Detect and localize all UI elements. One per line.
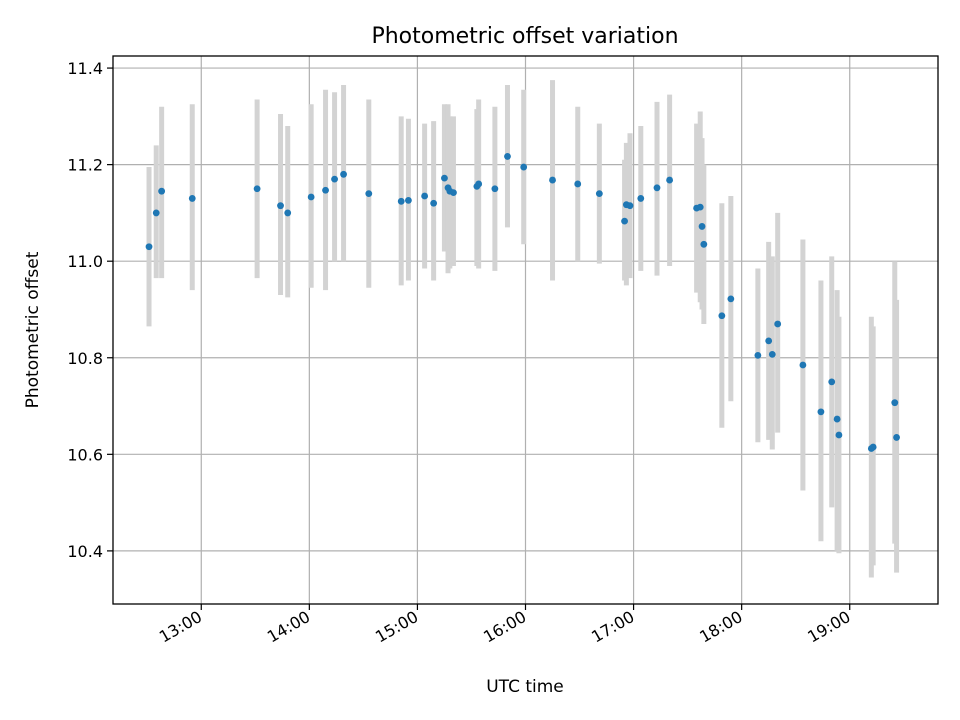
data-point <box>441 174 448 182</box>
data-point <box>637 195 645 202</box>
data-point <box>365 190 373 198</box>
data-point <box>421 192 429 200</box>
y-tick-label: 10.4 <box>67 542 103 561</box>
data-point <box>405 196 412 204</box>
data-point <box>621 217 628 225</box>
chart-title: Photometric offset variation <box>371 24 678 49</box>
data-point <box>549 176 556 184</box>
data-point <box>893 434 900 441</box>
data-point <box>700 240 708 248</box>
data-point <box>145 243 153 251</box>
data-point <box>696 203 704 211</box>
data-point <box>754 351 762 359</box>
data-point <box>397 197 405 205</box>
data-points <box>145 153 900 452</box>
data-point <box>595 190 603 198</box>
data-point <box>307 193 315 201</box>
y-tick-label: 10.6 <box>67 445 103 464</box>
data-point <box>774 320 782 328</box>
y-tick-label: 10.8 <box>67 349 103 368</box>
y-axis-label: Photometric offset <box>23 251 43 408</box>
data-point <box>626 202 634 210</box>
data-point <box>430 199 438 207</box>
data-point <box>504 153 511 160</box>
data-point <box>284 209 292 217</box>
data-point <box>828 378 836 386</box>
data-point <box>653 184 661 192</box>
x-axis-label: UTC time <box>486 677 564 697</box>
data-point <box>833 415 841 423</box>
data-point <box>340 170 347 178</box>
data-point <box>322 186 329 194</box>
data-point <box>869 443 877 451</box>
data-point <box>835 431 843 439</box>
data-point <box>158 187 166 195</box>
data-point <box>491 185 499 193</box>
data-point <box>718 312 726 320</box>
data-point <box>188 195 196 202</box>
y-axis-ticks: 10.4 10.6 10.8 11.0 11.2 11.4 <box>67 59 113 561</box>
data-point <box>768 350 776 358</box>
data-point <box>450 189 457 197</box>
y-tick-label: 11.2 <box>67 156 103 175</box>
data-point <box>891 399 899 407</box>
data-point <box>152 209 160 217</box>
data-point <box>331 175 338 183</box>
y-tick-label: 11.0 <box>67 252 103 271</box>
data-point <box>574 180 582 188</box>
data-point <box>666 176 674 184</box>
data-point <box>817 408 825 416</box>
data-point <box>698 223 706 230</box>
data-point <box>799 361 807 369</box>
y-tick-label: 11.4 <box>67 59 103 78</box>
data-point <box>520 163 528 171</box>
data-point <box>727 295 735 303</box>
data-point <box>475 180 483 188</box>
data-point <box>253 185 261 193</box>
data-point <box>277 202 284 210</box>
data-point <box>765 337 773 345</box>
